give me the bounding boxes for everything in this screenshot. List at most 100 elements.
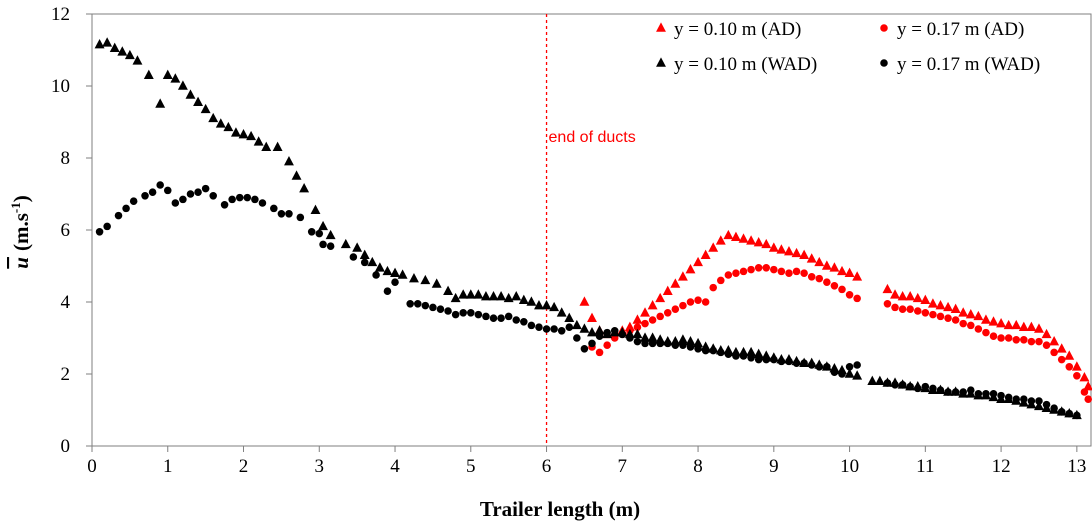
data-point xyxy=(496,291,507,301)
data-point xyxy=(504,312,513,321)
data-point xyxy=(830,368,839,376)
data-point xyxy=(951,316,960,324)
data-point xyxy=(882,283,893,294)
data-point xyxy=(117,46,128,56)
data-point xyxy=(511,291,522,301)
data-point xyxy=(503,292,514,303)
x-tick-label: 10 xyxy=(840,456,859,477)
data-point xyxy=(980,314,991,324)
data-point xyxy=(913,307,922,315)
series-2 xyxy=(588,264,1092,403)
data-point xyxy=(251,195,259,204)
data-point xyxy=(1027,397,1036,405)
y-axis-title-symbol: u xyxy=(9,257,33,269)
data-point xyxy=(390,267,400,277)
data-point xyxy=(776,244,787,254)
data-point xyxy=(261,141,272,151)
data-point xyxy=(853,361,861,369)
data-point xyxy=(1004,393,1013,402)
data-point xyxy=(950,303,961,313)
data-point xyxy=(626,334,634,342)
data-point xyxy=(95,228,104,236)
data-point xyxy=(1050,348,1058,357)
data-point xyxy=(944,388,952,396)
data-point xyxy=(823,363,831,371)
data-point xyxy=(633,323,642,331)
data-point xyxy=(641,319,649,328)
data-point xyxy=(587,327,597,337)
data-point xyxy=(520,318,528,326)
data-point xyxy=(927,298,938,308)
data-point xyxy=(299,183,310,193)
data-point xyxy=(397,269,408,279)
data-point xyxy=(465,289,476,299)
data-point xyxy=(770,355,778,364)
data-point xyxy=(845,291,854,299)
x-axis-title: Trailer length (m) xyxy=(480,497,640,521)
x-tick-label: 6 xyxy=(542,456,552,477)
data-point xyxy=(800,359,808,367)
data-point xyxy=(527,321,536,330)
data-point xyxy=(959,319,967,328)
data-point xyxy=(807,361,816,369)
data-point xyxy=(897,291,908,301)
data-point xyxy=(753,348,764,358)
data-point xyxy=(648,316,657,324)
data-point xyxy=(784,246,794,256)
data-point xyxy=(867,375,878,385)
data-point xyxy=(1083,381,1092,391)
data-point xyxy=(982,328,990,337)
data-point xyxy=(565,323,574,331)
data-point xyxy=(663,339,672,348)
y-tick-label: 6 xyxy=(61,220,71,241)
data-point xyxy=(648,339,657,348)
data-point xyxy=(792,267,801,276)
data-point xyxy=(929,310,937,319)
data-point xyxy=(677,334,688,344)
data-point xyxy=(965,309,976,319)
data-point xyxy=(883,379,892,387)
data-point xyxy=(359,249,370,259)
data-point xyxy=(920,294,931,304)
data-point xyxy=(372,271,380,279)
data-point xyxy=(122,204,130,213)
data-point xyxy=(906,382,914,391)
data-point xyxy=(431,278,442,288)
data-point xyxy=(209,192,217,200)
data-point xyxy=(367,256,378,267)
data-point xyxy=(1073,411,1081,420)
data-point xyxy=(549,301,560,312)
data-point xyxy=(208,112,219,123)
data-point xyxy=(319,240,327,249)
legend-item: y = 0.10 m (AD) xyxy=(656,19,801,40)
data-point xyxy=(686,298,695,306)
data-point xyxy=(272,141,283,151)
legend-label: y = 0.17 m (AD) xyxy=(897,19,1024,40)
y-tick-label: 0 xyxy=(61,436,71,457)
data-point xyxy=(685,264,696,274)
data-point xyxy=(785,357,793,366)
legend-item: y = 0.17 m (WAD) xyxy=(880,54,1040,75)
data-point xyxy=(587,312,597,322)
data-point xyxy=(1057,408,1066,416)
x-tick-label: 13 xyxy=(1067,456,1086,477)
x-tick-label: 7 xyxy=(618,456,628,477)
data-point xyxy=(1050,404,1058,412)
data-point xyxy=(155,98,166,108)
data-point xyxy=(1035,397,1043,405)
data-point xyxy=(467,309,475,317)
data-point xyxy=(694,296,702,304)
legend-item: y = 0.17 m (AD) xyxy=(880,19,1024,40)
y-tick-label: 8 xyxy=(61,148,71,169)
data-point xyxy=(580,345,589,353)
data-point xyxy=(777,267,786,276)
data-point xyxy=(693,337,704,348)
data-point xyxy=(806,253,817,263)
data-point xyxy=(1065,363,1074,371)
data-point xyxy=(754,264,763,272)
data-point xyxy=(270,204,278,213)
data-point xyxy=(633,337,642,346)
data-point xyxy=(935,300,946,310)
data-point xyxy=(564,312,575,322)
